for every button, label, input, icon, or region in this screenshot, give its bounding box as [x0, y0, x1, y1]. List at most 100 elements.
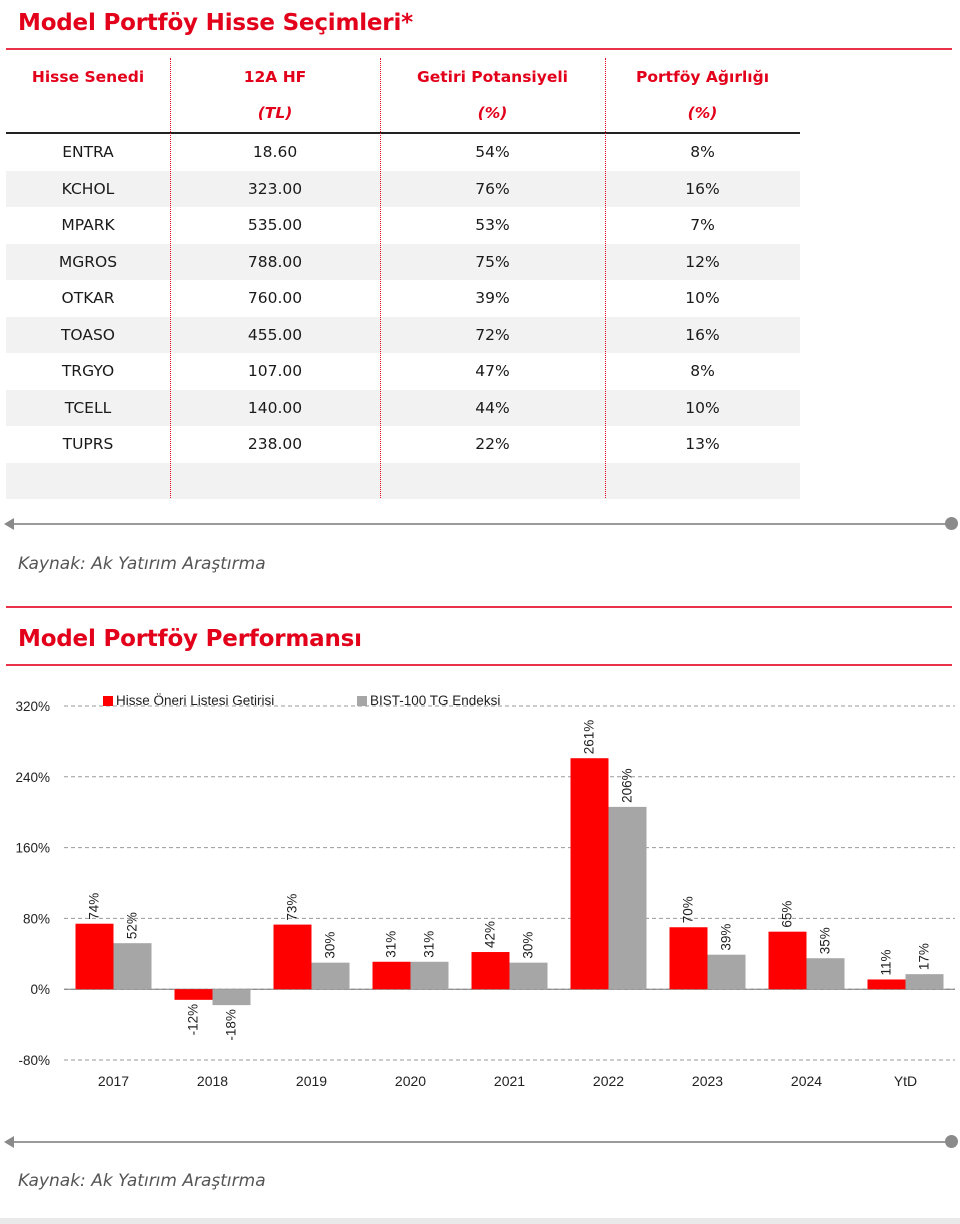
bar-bist100	[113, 943, 152, 990]
data-label: 30%	[323, 932, 338, 959]
cell-return-potential: 44%	[475, 398, 510, 417]
table-row: TOASO 455.00 72% 16%	[6, 316, 800, 353]
legend-swatch	[357, 696, 367, 706]
data-label: 39%	[719, 924, 734, 951]
cell-weight: 16%	[685, 325, 720, 344]
cell-stock: TCELL	[64, 398, 112, 417]
cell-weight: 10%	[685, 289, 720, 308]
data-label: 35%	[818, 927, 833, 954]
portfolio-table: Hisse Senedi 12A HF (TL) Getiri Potansiy…	[6, 58, 800, 499]
bar-bist100	[707, 954, 746, 990]
cell-stock: MPARK	[61, 216, 115, 235]
cell-weight	[605, 463, 800, 500]
y-tick-label: 160%	[15, 841, 50, 856]
cell-return-potential: 54%	[475, 143, 510, 162]
chart-title: Model Portföy Performansı	[18, 626, 362, 652]
header-stock-label: Hisse Senedi	[31, 68, 145, 86]
bar-portfolio	[669, 927, 708, 990]
header-target-price-unit: (TL)	[257, 104, 293, 122]
data-label: 31%	[384, 931, 399, 958]
table-row: TUPRS 238.00 22% 13%	[6, 426, 800, 463]
table-row: ENTRA 18.60 54% 8%	[6, 134, 800, 171]
x-tick-label: 2023	[692, 1073, 723, 1089]
column-separator	[605, 58, 606, 498]
data-label: 206%	[620, 768, 635, 803]
bar-portfolio	[867, 979, 906, 990]
bar-bist100	[608, 806, 647, 990]
cell-stock: TRGYO	[61, 362, 115, 381]
x-tick-label: 2020	[395, 1073, 426, 1089]
column-separator	[170, 58, 171, 498]
bar-bist100	[311, 962, 350, 990]
header-weight-unit: (%)	[687, 104, 718, 122]
x-tick-label: YtD	[894, 1073, 917, 1089]
data-label: 42%	[483, 921, 498, 948]
cell-stock: MGROS	[58, 252, 118, 271]
cell-weight: 8%	[690, 143, 715, 162]
header-weight: Portföy Ağırlığı (%)	[605, 58, 800, 132]
table-title: Model Portföy Hisse Seçimleri*	[18, 10, 413, 36]
section-rule	[6, 606, 952, 608]
cell-stock: OTKAR	[61, 289, 115, 308]
table-body: ENTRA 18.60 54% 8% KCHOL 323.00 76% 16% MPARK 535…	[6, 134, 800, 499]
table-header: Hisse Senedi 12A HF (TL) Getiri Potansiy…	[6, 58, 800, 134]
bar-bist100	[806, 958, 845, 990]
cell-weight: 7%	[690, 216, 715, 235]
cell-return-potential: 53%	[475, 216, 510, 235]
cell-return-potential: 47%	[475, 362, 510, 381]
cell-weight: 12%	[685, 252, 720, 271]
cell-return-potential: 39%	[475, 289, 510, 308]
title-rule	[6, 48, 952, 50]
x-tick-label: 2017	[98, 1073, 129, 1089]
y-tick-label: 0%	[30, 982, 50, 997]
cell-target-price: 455.00	[247, 325, 303, 344]
y-tick-label: 240%	[15, 770, 50, 785]
data-label: 74%	[87, 893, 102, 920]
scroll-left-arrow-icon[interactable]	[4, 518, 14, 530]
cell-target-price: 760.00	[247, 289, 303, 308]
bar-bist100	[905, 974, 944, 990]
header-target-price: 12A HF (TL)	[170, 58, 380, 132]
scroll-left-arrow-icon[interactable]	[4, 1136, 14, 1148]
cell-return-potential: 76%	[475, 179, 510, 198]
scrollbar-knob[interactable]	[945, 517, 958, 530]
horizontal-scrollbar[interactable]	[4, 517, 958, 531]
scrollbar-knob[interactable]	[945, 1135, 958, 1148]
table-row	[6, 462, 800, 500]
y-tick-label: 320%	[15, 699, 50, 714]
scrollbar-track[interactable]	[14, 1141, 948, 1143]
data-label: -18%	[224, 1009, 239, 1041]
data-label: 73%	[285, 894, 300, 921]
cell-stock: TOASO	[60, 325, 116, 344]
cell-target-price: 788.00	[247, 252, 303, 271]
cell-stock: KCHOL	[61, 179, 115, 198]
data-label: 17%	[917, 943, 932, 970]
cell-weight: 10%	[685, 398, 720, 417]
chart-source: Kaynak: Ak Yatırım Araştırma	[18, 1171, 266, 1191]
table-row: KCHOL 323.00 76% 16%	[6, 170, 800, 207]
cell-target-price: 18.60	[252, 143, 298, 162]
cell-return-potential: 75%	[475, 252, 510, 271]
table-row: MGROS 788.00 75% 12%	[6, 243, 800, 280]
data-label: 52%	[125, 912, 140, 939]
header-return-potential-label: Getiri Potansiyeli	[416, 68, 568, 86]
x-tick-label: 2021	[494, 1073, 525, 1089]
bar-bist100	[509, 962, 548, 990]
cell-stock: TUPRS	[62, 435, 114, 454]
bar-portfolio	[273, 924, 312, 990]
y-tick-label: 80%	[23, 911, 50, 926]
cell-target-price: 107.00	[247, 362, 303, 381]
header-weight-label: Portföy Ağırlığı	[635, 68, 770, 86]
x-tick-label: 2018	[197, 1073, 228, 1089]
bar-portfolio	[75, 923, 114, 990]
data-label: -12%	[186, 1004, 201, 1036]
scrollbar-track[interactable]	[14, 523, 948, 525]
header-return-potential: Getiri Potansiyeli (%)	[380, 58, 605, 132]
data-label: 11%	[879, 949, 894, 975]
cell-stock	[6, 463, 170, 500]
cell-target-price: 535.00	[247, 216, 303, 235]
horizontal-scrollbar[interactable]	[4, 1135, 958, 1149]
cell-return-potential	[380, 463, 605, 500]
y-tick-label: -80%	[18, 1053, 50, 1068]
column-separator	[380, 58, 381, 498]
